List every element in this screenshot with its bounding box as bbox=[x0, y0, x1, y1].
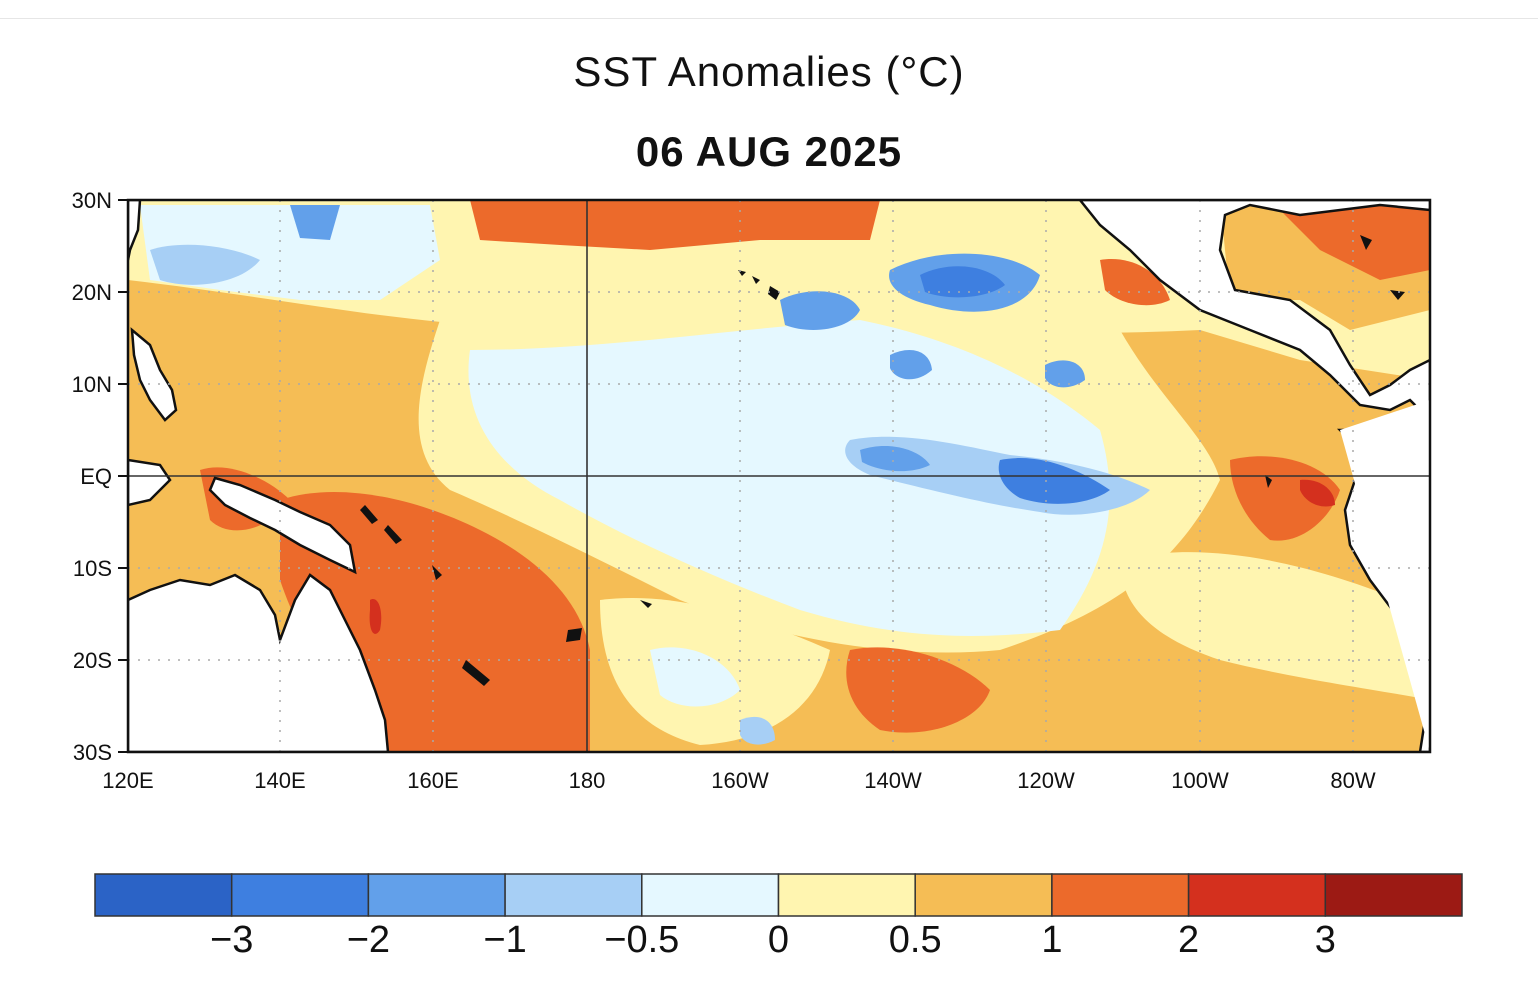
field-cool-ne4 bbox=[890, 350, 932, 380]
field-neutral-central bbox=[468, 320, 1110, 636]
grid-lines bbox=[128, 200, 1430, 752]
field-hot-sw bbox=[369, 599, 382, 634]
land-indonesia bbox=[128, 458, 172, 507]
colorbar-swatch-9 bbox=[1324, 873, 1463, 917]
colorbar-swatch-8 bbox=[1187, 873, 1327, 917]
land-south-america-fill bbox=[1340, 400, 1430, 752]
island-vanuatu bbox=[432, 565, 442, 580]
colorbar-label-4: 0 bbox=[768, 919, 789, 961]
field-warm-sc bbox=[846, 647, 990, 733]
lat-label-30s: 30S bbox=[73, 740, 112, 765]
longitude-labels: 120E 140E 160E 180 160W 140W 120W 100W 80W bbox=[102, 768, 1376, 793]
land-new-guinea bbox=[208, 476, 357, 575]
colorbar bbox=[94, 873, 1463, 917]
lat-label-eq: EQ bbox=[80, 464, 112, 489]
field-cool-sc bbox=[740, 716, 775, 745]
island-hawaii-2 bbox=[752, 276, 760, 284]
island-new-caledonia bbox=[462, 660, 490, 686]
colorbar-swatch-1 bbox=[230, 873, 370, 917]
lon-label-160w: 160W bbox=[711, 768, 769, 793]
map-title: SST Anomalies (°C) bbox=[573, 48, 965, 95]
field-neutral-sc bbox=[650, 647, 740, 707]
field-cool-ne2 bbox=[780, 291, 860, 330]
island-solomon-1 bbox=[360, 505, 378, 524]
lat-label-10n: 10N bbox=[72, 372, 112, 397]
field-cool-nw bbox=[150, 244, 260, 285]
field-pale-se bbox=[1120, 552, 1430, 700]
colorbar-swatch-4 bbox=[641, 873, 780, 917]
lat-label-20s: 20S bbox=[73, 648, 112, 673]
field-cool-eq2 bbox=[860, 445, 930, 472]
colorbar-labels: −3 −2 −1 −0.5 0 0.5 1 2 3 bbox=[210, 919, 1336, 961]
lon-label-80w: 80W bbox=[1330, 768, 1375, 793]
field-warm-peru bbox=[1230, 456, 1340, 541]
lat-label-20n: 20N bbox=[72, 280, 112, 305]
tick-marks bbox=[118, 199, 128, 753]
field-cool-ne3 bbox=[920, 266, 1005, 298]
colorbar-label-0: −3 bbox=[210, 919, 253, 961]
land-australia bbox=[128, 573, 390, 752]
field-gulf-warm bbox=[1270, 200, 1430, 280]
island-hawaii-3 bbox=[768, 286, 780, 300]
map-date: 06 AUG 2025 bbox=[635, 128, 903, 175]
island-caribbean-2 bbox=[1390, 290, 1405, 300]
island-fiji bbox=[566, 628, 582, 642]
colorbar-swatch-5 bbox=[777, 873, 916, 917]
field-cool-nw2 bbox=[290, 205, 340, 240]
colorbar-swatch-3 bbox=[504, 873, 643, 917]
colorbar-label-5: 0.5 bbox=[889, 919, 942, 961]
lon-label-120e: 120E bbox=[102, 768, 153, 793]
field-cool-ne5 bbox=[1045, 360, 1085, 388]
colorbar-label-3: −0.5 bbox=[604, 919, 679, 961]
field-warm-mx bbox=[1100, 259, 1170, 306]
colorbar-label-6: 1 bbox=[1041, 919, 1062, 961]
land-north-america bbox=[1078, 200, 1430, 422]
lon-label-140w: 140W bbox=[864, 768, 922, 793]
top-divider bbox=[0, 18, 1538, 19]
colorbar-swatch-2 bbox=[367, 873, 506, 917]
island-caribbean-1 bbox=[1360, 235, 1372, 250]
lon-label-140e: 140E bbox=[254, 768, 305, 793]
colorbar-label-8: 3 bbox=[1315, 919, 1336, 961]
lat-label-30n: 30N bbox=[72, 188, 112, 213]
field-hot-peru bbox=[1300, 479, 1335, 507]
colorbar-swatch-7 bbox=[1051, 873, 1190, 917]
colorbar-swatch-6 bbox=[914, 873, 1053, 917]
land-asia bbox=[128, 200, 142, 261]
lon-label-120w: 120W bbox=[1017, 768, 1075, 793]
colorbar-swatch-0 bbox=[94, 873, 233, 917]
lon-label-100w: 100W bbox=[1171, 768, 1229, 793]
island-galapagos bbox=[1265, 475, 1272, 488]
lon-label-160e: 160E bbox=[407, 768, 458, 793]
colorbar-label-1: −2 bbox=[347, 919, 390, 961]
field-pale-north bbox=[128, 200, 1430, 380]
field-warm-north bbox=[470, 200, 880, 250]
anomaly-field bbox=[128, 200, 1430, 752]
island-solomon-2 bbox=[384, 525, 402, 544]
island-samoa bbox=[640, 600, 652, 608]
field-cool-eq3 bbox=[998, 458, 1110, 504]
colorbar-label-2: −1 bbox=[483, 919, 526, 961]
colorbar-label-7: 2 bbox=[1178, 919, 1199, 961]
lat-label-10s: 10S bbox=[73, 556, 112, 581]
land-philippines bbox=[130, 327, 178, 422]
lon-label-180: 180 bbox=[569, 768, 606, 793]
latitude-labels: 30N 20N 10N EQ 10S 20S 30S bbox=[72, 188, 112, 765]
